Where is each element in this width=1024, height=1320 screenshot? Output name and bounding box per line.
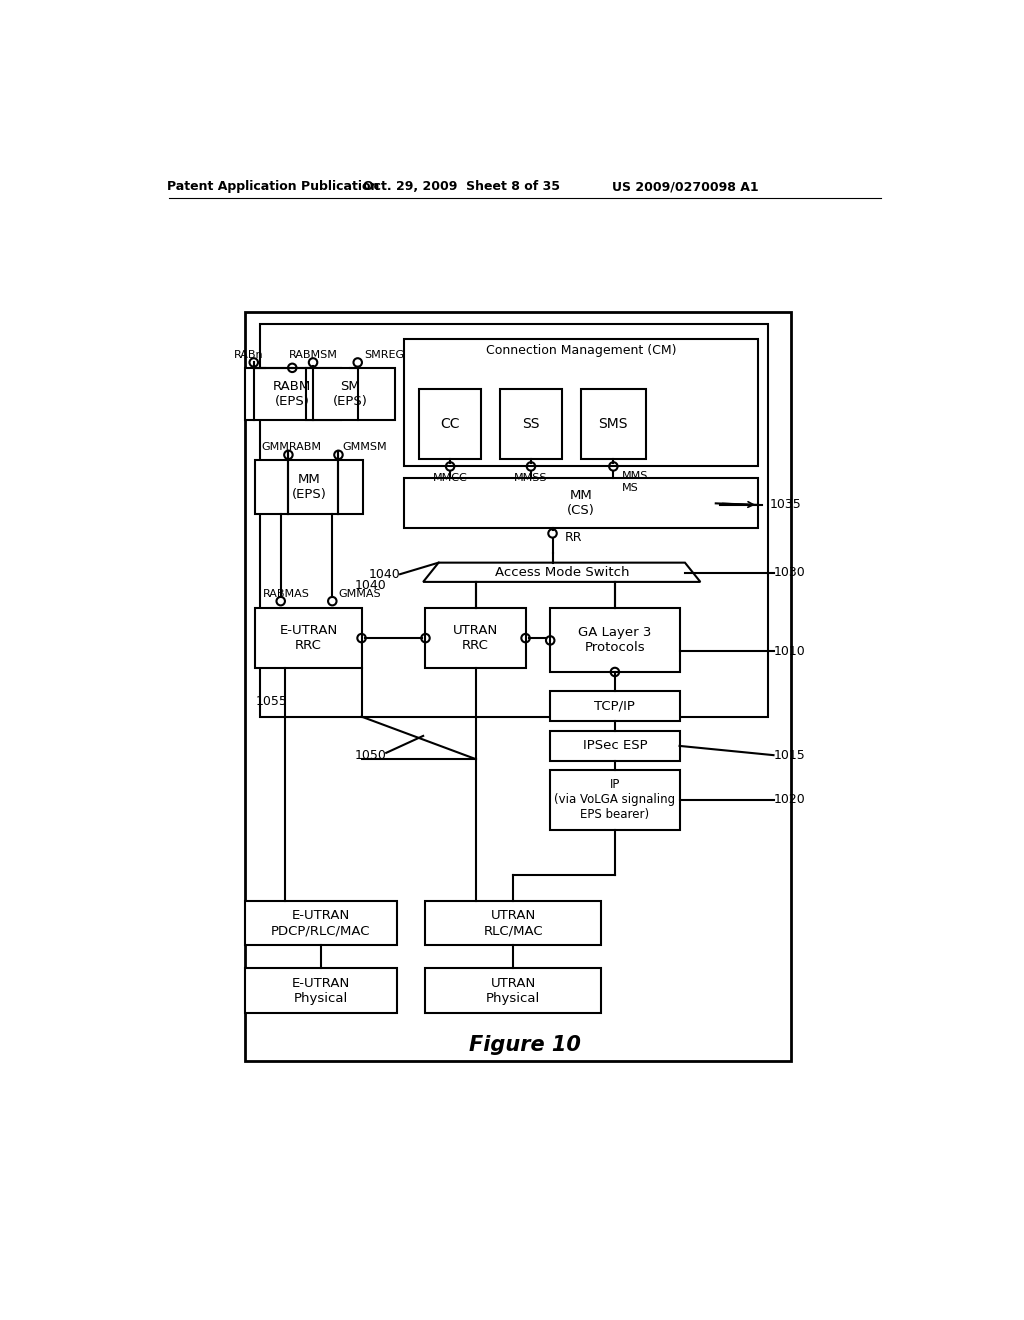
Bar	[245, 969, 397, 1014]
Text: Access Mode Switch: Access Mode Switch	[495, 566, 629, 579]
Text: E-UTRAN
RRC: E-UTRAN RRC	[280, 624, 338, 652]
Text: MMCC: MMCC	[433, 473, 468, 483]
Text: RABMAS: RABMAS	[263, 589, 310, 599]
Text: 1050: 1050	[354, 748, 386, 762]
Bar	[425, 900, 601, 945]
Text: E-UTRAN
PDCP/RLC/MAC: E-UTRAN PDCP/RLC/MAC	[271, 909, 371, 937]
Bar	[550, 692, 680, 721]
Bar	[403, 339, 758, 466]
Bar	[425, 969, 601, 1014]
Bar	[245, 313, 792, 1061]
Polygon shape	[423, 562, 700, 582]
Text: Oct. 29, 2009  Sheet 8 of 35: Oct. 29, 2009 Sheet 8 of 35	[364, 181, 560, 194]
Bar	[245, 368, 341, 420]
Text: TCP/IP: TCP/IP	[595, 700, 635, 713]
Bar	[550, 731, 680, 760]
Text: SMS: SMS	[599, 417, 628, 432]
Text: 1015: 1015	[773, 748, 805, 762]
Text: CC: CC	[440, 417, 460, 432]
Bar	[245, 900, 397, 945]
Text: SS: SS	[522, 417, 540, 432]
Bar	[425, 609, 525, 668]
Text: Patent Application Publication: Patent Application Publication	[167, 181, 379, 194]
Text: UTRAN
Physical: UTRAN Physical	[486, 977, 541, 1005]
Bar	[255, 461, 364, 515]
Text: MMSS: MMSS	[514, 473, 548, 483]
Text: IPSec ESP: IPSec ESP	[583, 739, 647, 752]
Bar	[581, 389, 646, 459]
Text: RABM
(EPS): RABM (EPS)	[273, 380, 311, 408]
Bar	[260, 323, 768, 717]
Bar	[306, 368, 394, 420]
Text: 1010: 1010	[773, 644, 805, 657]
Text: MM
(EPS): MM (EPS)	[292, 473, 327, 502]
Text: Connection Management (CM): Connection Management (CM)	[485, 345, 676, 358]
Text: RABMSM: RABMSM	[289, 350, 338, 360]
Text: SM
(EPS): SM (EPS)	[333, 380, 368, 408]
Bar	[550, 609, 680, 672]
Bar	[255, 609, 361, 668]
Text: 1040: 1040	[354, 579, 386, 593]
Bar	[419, 389, 481, 459]
Text: E-UTRAN
Physical: E-UTRAN Physical	[292, 977, 350, 1005]
Text: MM
(CS): MM (CS)	[567, 490, 595, 517]
Text: SMREG: SMREG	[364, 350, 404, 360]
Text: GMMSM: GMMSM	[342, 442, 387, 453]
Text: Figure 10: Figure 10	[469, 1035, 581, 1056]
Text: UTRAN
RRC: UTRAN RRC	[453, 624, 498, 652]
Text: GMMRABM: GMMRABM	[261, 442, 322, 453]
Text: RABn: RABn	[233, 350, 263, 360]
Text: 1030: 1030	[773, 566, 805, 579]
Text: US 2009/0270098 A1: US 2009/0270098 A1	[611, 181, 759, 194]
Text: 1035: 1035	[770, 499, 802, 511]
Text: IP
(via VoLGA signaling
EPS bearer): IP (via VoLGA signaling EPS bearer)	[554, 779, 676, 821]
Text: UTRAN
RLC/MAC: UTRAN RLC/MAC	[483, 909, 543, 937]
Bar	[500, 389, 562, 459]
Text: GA Layer 3
Protocols: GA Layer 3 Protocols	[579, 627, 651, 655]
Bar	[550, 770, 680, 830]
Text: 1055: 1055	[255, 694, 287, 708]
Text: MMS
MS: MMS MS	[622, 471, 648, 492]
Text: 1020: 1020	[773, 793, 805, 807]
Text: GMMAS: GMMAS	[339, 589, 381, 599]
Text: 1040: 1040	[369, 568, 400, 581]
Bar	[403, 478, 758, 528]
Text: RR: RR	[564, 531, 582, 544]
